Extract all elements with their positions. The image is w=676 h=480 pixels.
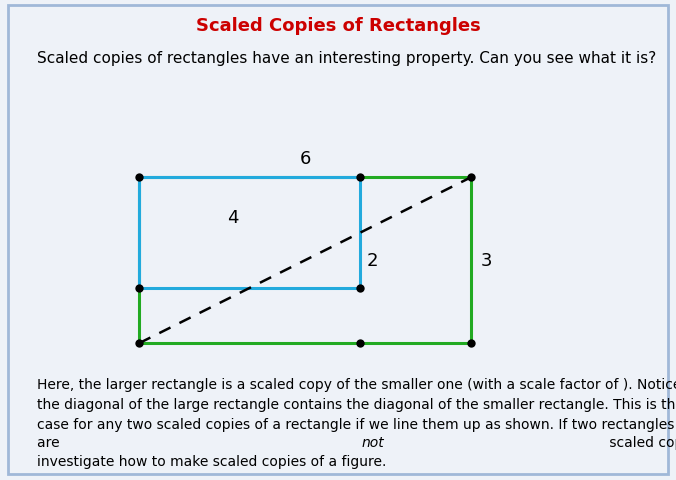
Text: Here, the larger rectangle is a scaled copy of the smaller one (with a scale fac: Here, the larger rectangle is a scaled c… [37,377,676,431]
Text: not: not [362,435,385,449]
Text: 6: 6 [299,150,311,168]
Bar [139,178,360,288]
Text: investigate how to make scaled copies of a figure.: investigate how to make scaled copies of… [37,454,387,468]
Text: Scaled Copies of Rectangles: Scaled Copies of Rectangles [195,17,481,35]
Text: scaled copies of one another, then the diagonals do not match up. In this unit, : scaled copies of one another, then the d… [605,435,676,449]
Bar [139,178,471,344]
Text: 2: 2 [367,252,379,270]
Text: 4: 4 [227,208,239,227]
Text: are: are [37,435,64,449]
Text: 3: 3 [481,252,493,270]
Text: Scaled copies of rectangles have an interesting property. Can you see what it is: Scaled copies of rectangles have an inte… [37,50,656,65]
